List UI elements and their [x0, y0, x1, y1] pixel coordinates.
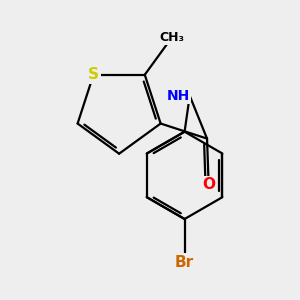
- Text: S: S: [88, 67, 99, 82]
- Text: NH: NH: [167, 89, 190, 103]
- Text: O: O: [202, 177, 215, 192]
- Text: CH₃: CH₃: [159, 31, 184, 44]
- Text: Br: Br: [175, 255, 194, 270]
